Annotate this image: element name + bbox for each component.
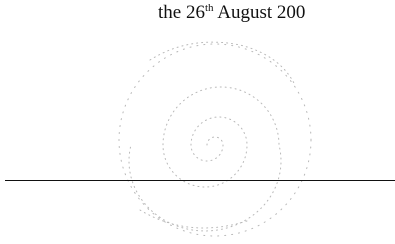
date-ordinal: th (205, 2, 214, 14)
faint-stamp (0, 0, 395, 244)
date-line: the 26th August 200 (158, 2, 305, 24)
date-prefix: the 26 (158, 2, 205, 23)
document: the 26th August 200 (0, 0, 395, 244)
date-rest: August 200 (214, 2, 306, 23)
horizontal-rule (5, 180, 395, 181)
